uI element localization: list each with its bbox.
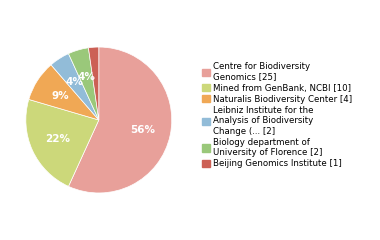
Text: 9%: 9% <box>52 90 70 101</box>
Legend: Centre for Biodiversity
Genomics [25], Mined from GenBank, NCBI [10], Naturalis : Centre for Biodiversity Genomics [25], M… <box>202 62 352 168</box>
Wedge shape <box>89 47 99 120</box>
Wedge shape <box>68 48 99 120</box>
Wedge shape <box>51 54 99 120</box>
Text: 56%: 56% <box>130 125 155 135</box>
Wedge shape <box>29 65 99 120</box>
Wedge shape <box>68 47 172 193</box>
Text: 4%: 4% <box>65 77 83 87</box>
Wedge shape <box>26 99 99 186</box>
Text: 4%: 4% <box>77 72 95 82</box>
Text: 22%: 22% <box>45 134 70 144</box>
